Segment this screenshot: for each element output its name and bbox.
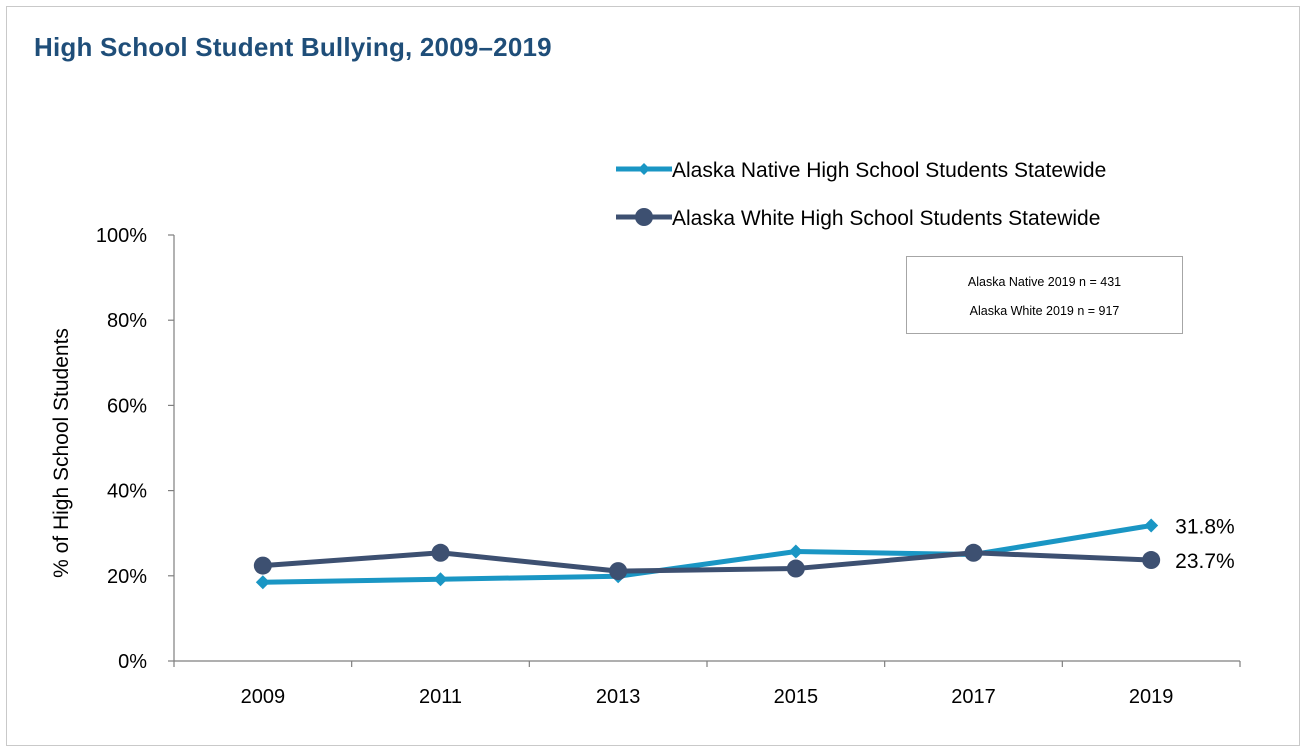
sample-size-note: Alaska Native 2019 n = 431 Alaska White … [906,256,1183,334]
y-tick-label: 80% [107,310,147,332]
note-line-white: Alaska White 2019 n = 917 [969,304,1120,318]
x-tick-label: 2019 [1129,686,1174,708]
y-tick-label: 0% [118,651,147,673]
x-tick-label: 2015 [774,686,819,708]
y-tick-label: 40% [107,481,147,503]
chart-title: High School Student Bullying, 2009–2019 [34,32,552,62]
chart-frame [6,6,1300,746]
end-value-label: 31.8% [1175,516,1235,539]
line-chart: 0% 20% 40% 60% 80% 100% 2009 2011 2013 2015 2017 20… [50,159,1241,708]
data-point [1142,551,1161,570]
y-tick-label: 20% [107,566,147,588]
legend-marker [635,208,653,226]
data-point [253,556,272,575]
y-axis-title: % of High School Students [50,328,73,578]
legend-label: Alaska Native High School Students State… [672,159,1106,182]
data-point [788,544,803,559]
data-point [255,575,270,590]
data-point [431,543,450,562]
x-tick-label: 2011 [419,686,462,708]
data-point [964,543,983,562]
data-point [433,572,448,587]
series-line-0 [262,523,1152,585]
data-point [609,562,628,581]
end-value-label: 23.7% [1175,550,1235,573]
data-point [786,559,805,578]
x-tick-label: 2017 [951,686,996,708]
y-tick-label: 100% [96,225,147,247]
x-tick-label: 2009 [241,686,286,708]
legend-label: Alaska White High School Students Statew… [672,207,1100,230]
note-line-native: Alaska Native 2019 n = 431 [967,275,1122,289]
y-tick-label: 60% [107,395,147,417]
series-line-1 [262,550,1152,574]
data-point [1144,518,1159,533]
legend-marker [638,163,650,175]
x-tick-label: 2013 [596,686,641,708]
